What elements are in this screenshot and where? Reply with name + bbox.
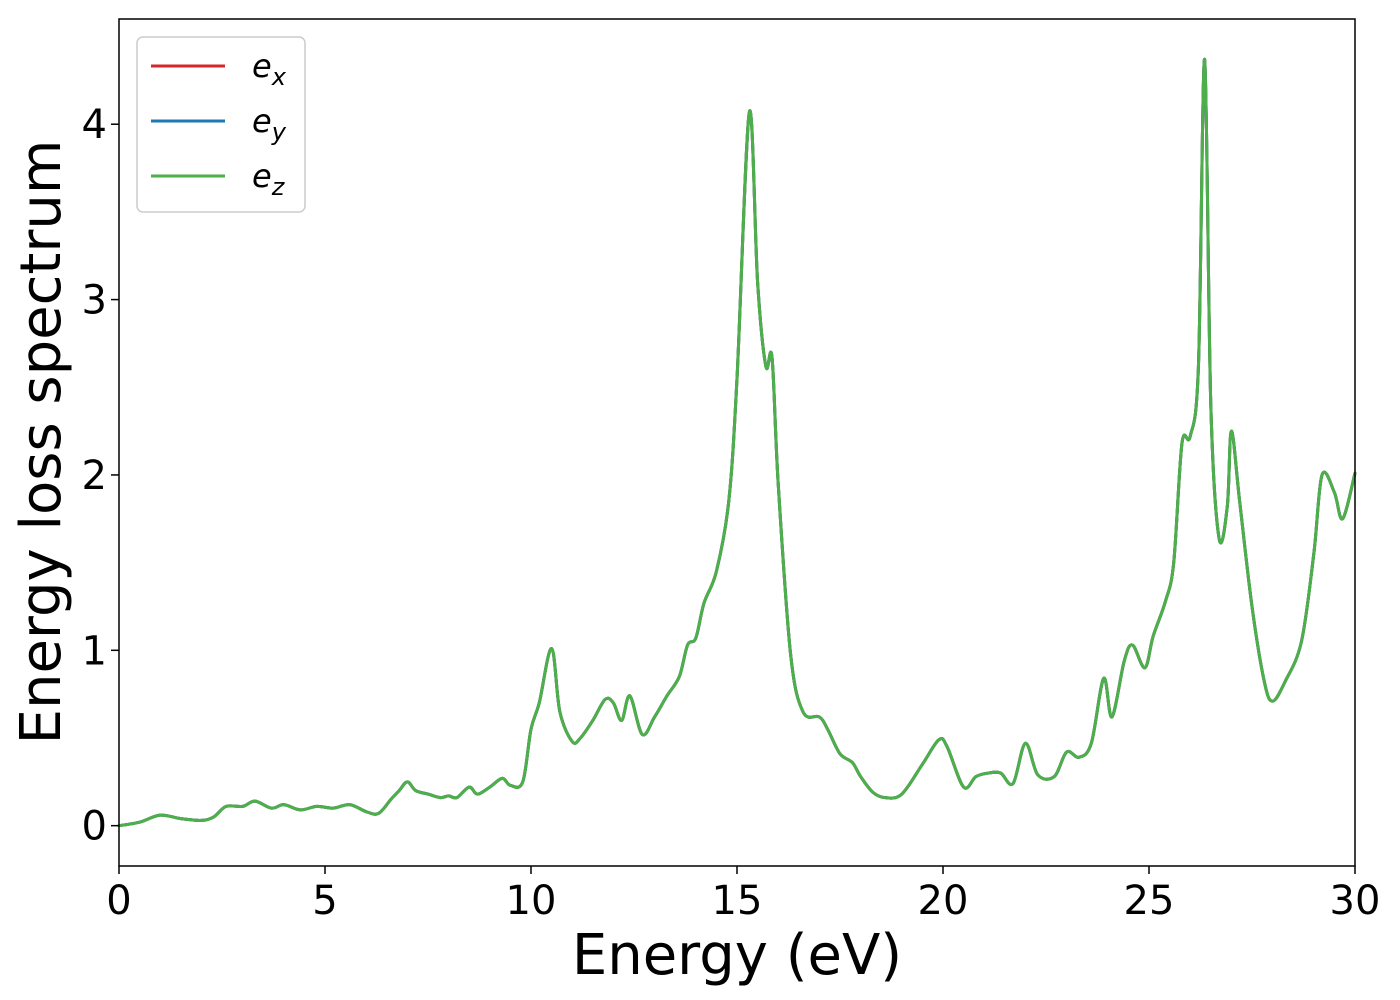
y-axis-ticks: 0 1 2 3 4 — [82, 102, 119, 850]
series-line-e-z — [117, 57, 1357, 828]
x-tick-label: 5 — [312, 878, 337, 924]
x-tick-label: 25 — [1124, 878, 1175, 924]
legend-label-e-y: ey — [252, 102, 287, 146]
axes-background — [119, 19, 1355, 866]
y-tick-label: 3 — [82, 278, 107, 324]
x-axis-ticks: 0 5 10 15 20 25 30 — [106, 866, 1380, 924]
x-tick-label: 20 — [918, 878, 969, 924]
legend: ex ey ez — [136, 36, 306, 213]
legend-label-e-x: ex — [252, 47, 287, 91]
x-tick-label: 10 — [506, 878, 557, 924]
x-tick-label: 30 — [1330, 878, 1381, 924]
x-axis-label: Energy (eV) — [572, 923, 902, 988]
y-tick-label: 1 — [82, 628, 107, 674]
legend-label-e-z: ez — [252, 157, 286, 201]
x-tick-label: 15 — [712, 878, 763, 924]
legend-box — [136, 36, 306, 213]
plot-area — [117, 18, 1357, 867]
y-axis-label: Energy loss spectrum — [9, 140, 74, 745]
series-group — [117, 57, 1357, 828]
y-tick-label: 0 — [82, 804, 107, 850]
x-tick-label: 0 — [106, 878, 131, 924]
y-tick-label: 2 — [82, 453, 107, 499]
y-tick-label: 4 — [82, 102, 107, 148]
